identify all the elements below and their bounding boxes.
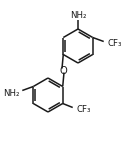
Text: CF₃: CF₃	[76, 105, 91, 114]
Text: O: O	[59, 65, 67, 76]
Text: CF₃: CF₃	[107, 39, 122, 48]
Text: NH₂: NH₂	[70, 11, 86, 19]
Text: NH₂: NH₂	[3, 89, 20, 98]
